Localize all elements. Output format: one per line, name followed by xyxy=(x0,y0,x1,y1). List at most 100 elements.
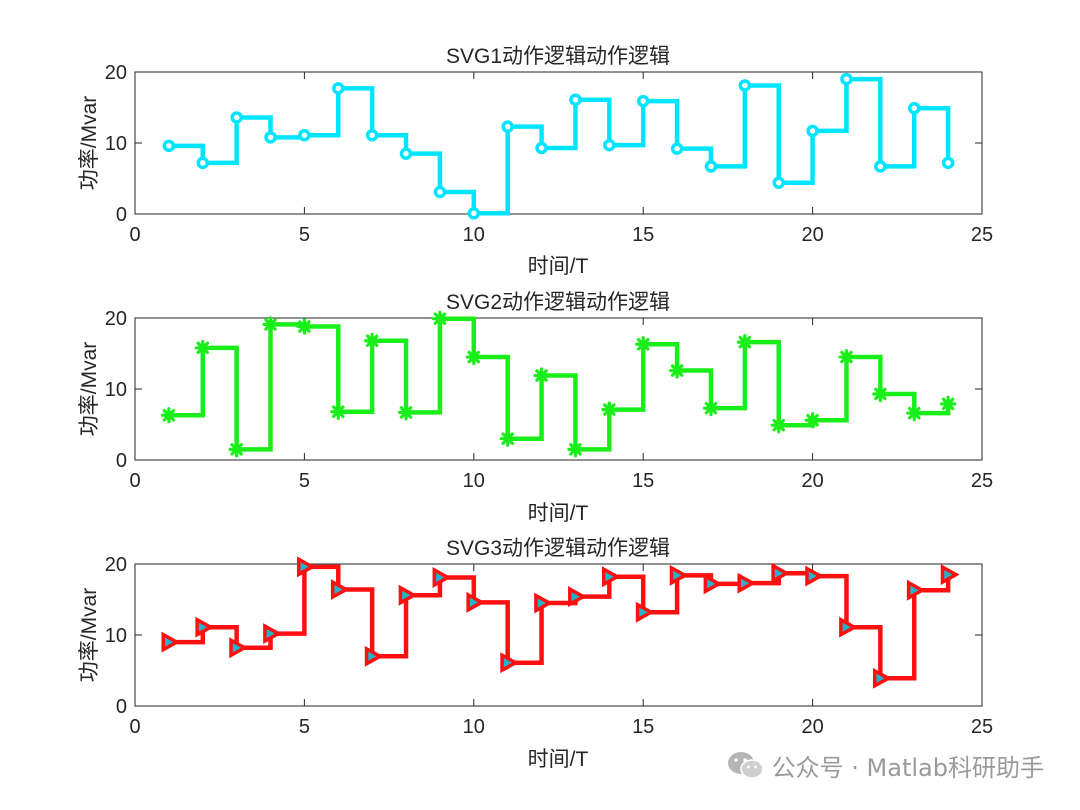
data-point-marker xyxy=(940,564,960,586)
data-point-marker xyxy=(364,332,381,349)
data-point-marker xyxy=(229,637,249,659)
y-axis-label: 功率/Mvar xyxy=(78,588,101,683)
x-tick-label: 5 xyxy=(299,716,310,738)
data-point-marker xyxy=(262,316,279,333)
data-point-marker xyxy=(330,579,350,601)
watermark-text: 公众号 · Matlab科研助手 xyxy=(771,754,1044,782)
data-point-marker xyxy=(840,72,853,86)
wechat-icon xyxy=(727,751,764,779)
y-tick-label: 0 xyxy=(116,204,127,226)
x-tick-label: 10 xyxy=(463,470,485,492)
subplot-svg1: SVG1动作逻辑动作逻辑 时间/T 功率/Mvar 0 5 10 15 20 25 0 10 2… xyxy=(78,45,993,278)
data-point-marker xyxy=(635,601,655,623)
watermark: 公众号 · Matlab科研助手 xyxy=(726,748,1044,783)
data-point-marker xyxy=(162,139,176,153)
x-tick-label: 15 xyxy=(632,716,654,738)
y-tick-label: 10 xyxy=(105,625,127,647)
data-point-marker xyxy=(872,385,889,403)
x-tick-label: 0 xyxy=(129,716,140,738)
data-point-marker xyxy=(670,142,684,155)
data-point-marker xyxy=(872,667,892,689)
data-point-marker xyxy=(806,124,819,138)
data-point-marker xyxy=(298,128,311,142)
x-tick-label: 25 xyxy=(971,470,993,492)
data-point-marker xyxy=(365,128,379,142)
chart-title: SVG3动作逻辑动作逻辑 xyxy=(446,537,670,560)
x-tick-label: 15 xyxy=(632,470,654,492)
data-point-marker xyxy=(567,441,584,458)
y-axis-label: 功率/Mvar xyxy=(78,342,101,437)
data-point-marker xyxy=(906,405,923,422)
data-point-marker xyxy=(264,131,277,144)
plot-area xyxy=(134,71,983,215)
data-point-marker xyxy=(194,339,211,356)
data-point-marker xyxy=(466,591,486,613)
chart-title: SVG2动作逻辑动作逻辑 xyxy=(446,291,670,314)
data-point-marker xyxy=(940,395,957,413)
x-tick-label: 5 xyxy=(299,224,310,246)
data-point-marker xyxy=(161,631,181,653)
data-point-marker xyxy=(839,616,858,638)
x-tick-label: 0 xyxy=(129,470,140,492)
subplot-svg2: SVG2动作逻辑动作逻辑 时间/T 功率/Mvar 0 5 10 15 20 25 0 10 2… xyxy=(78,291,993,525)
data-point-marker xyxy=(397,404,415,421)
data-point-marker xyxy=(399,147,413,160)
data-point-marker xyxy=(160,407,177,424)
data-point-marker xyxy=(263,623,282,645)
data-point-marker xyxy=(230,111,243,124)
x-axis-label: 时间/T xyxy=(528,748,589,771)
data-point-marker xyxy=(465,348,482,366)
data-point-marker xyxy=(636,94,650,108)
data-point-marker xyxy=(568,586,587,608)
data-point-marker xyxy=(702,400,720,417)
data-point-marker xyxy=(364,645,384,667)
data-point-marker xyxy=(296,318,313,335)
data-point-marker xyxy=(738,79,752,92)
y-tick-label: 20 xyxy=(105,308,127,330)
subplot-svg3: SVG3动作逻辑动作逻辑 时间/T 功率/Mvar 0 5 10 15 20 25 0 10 2… xyxy=(78,537,993,771)
x-tick-label: 5 xyxy=(299,470,310,492)
y-tick-label: 0 xyxy=(116,450,127,472)
data-point-marker xyxy=(603,138,616,152)
data-point-marker xyxy=(737,572,757,594)
data-point-marker xyxy=(704,160,718,173)
y-tick-label: 10 xyxy=(105,133,127,155)
data-point-marker xyxy=(501,120,514,133)
data-point-marker xyxy=(941,156,955,170)
data-point-marker xyxy=(874,160,887,173)
data-point-marker xyxy=(500,652,520,674)
data-point-marker xyxy=(467,207,481,220)
data-point-marker xyxy=(332,82,345,95)
data-point-marker xyxy=(668,362,686,379)
x-tick-label: 25 xyxy=(971,224,993,246)
data-point-marker xyxy=(736,334,753,351)
plot-area xyxy=(134,563,983,707)
data-point-marker xyxy=(297,556,316,578)
data-point-marker xyxy=(228,441,245,458)
x-tick-label: 10 xyxy=(463,716,485,738)
data-point-marker xyxy=(398,584,418,606)
x-tick-label: 20 xyxy=(801,470,823,492)
y-tick-label: 20 xyxy=(105,554,127,576)
data-point-marker xyxy=(804,412,821,429)
data-point-marker xyxy=(906,579,926,601)
x-tick-label: 20 xyxy=(801,224,823,246)
x-tick-label: 0 xyxy=(129,224,140,246)
data-point-marker xyxy=(838,348,855,366)
data-point-marker xyxy=(770,417,787,434)
data-point-marker xyxy=(433,185,447,199)
data-point-marker xyxy=(196,156,210,170)
plot-area xyxy=(134,317,983,461)
data-point-marker xyxy=(805,565,825,587)
x-tick-label: 25 xyxy=(971,716,993,738)
data-point-marker xyxy=(431,310,449,327)
data-point-marker xyxy=(499,430,516,447)
data-point-marker xyxy=(432,567,452,588)
chart-title: SVG1动作逻辑动作逻辑 xyxy=(446,45,670,68)
data-point-marker xyxy=(533,367,550,384)
data-point-marker xyxy=(635,336,652,353)
y-tick-label: 20 xyxy=(105,62,127,84)
data-point-marker xyxy=(907,101,921,115)
y-tick-label: 0 xyxy=(116,696,127,718)
